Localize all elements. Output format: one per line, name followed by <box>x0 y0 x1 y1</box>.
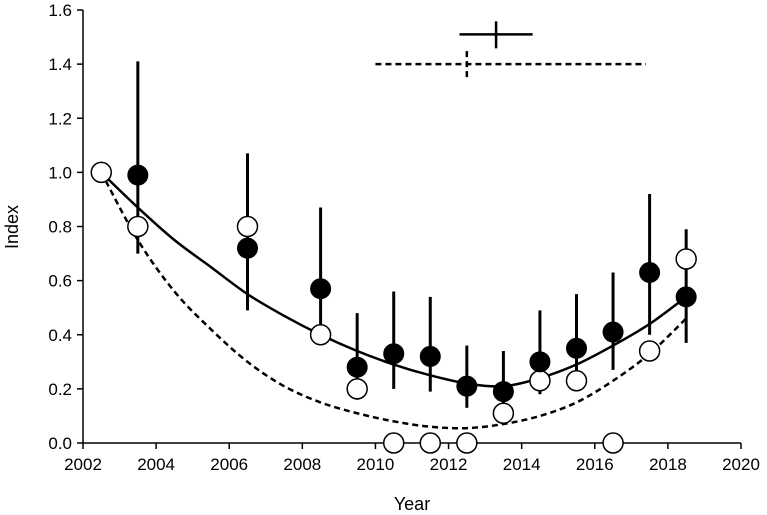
open-circle-point <box>419 432 442 454</box>
y-tick-label: 0.0 <box>48 434 72 453</box>
x-tick-label: 2006 <box>210 455 248 474</box>
plot-area: 2002 2004 2006 2008 2010 2012 2014 2016 2018 2020… <box>48 1 760 474</box>
filled-circle-point <box>310 278 332 300</box>
filled-circle-point <box>529 351 551 373</box>
y-tick-label: 1.0 <box>48 163 72 182</box>
x-tick-label: 2008 <box>283 455 321 474</box>
fitted-curve-dashed <box>100 171 688 430</box>
filled-circle-point <box>127 164 149 186</box>
x-tick-label: 2012 <box>430 455 468 474</box>
x-tick-label: 2018 <box>649 455 687 474</box>
filled-circle-point <box>346 356 368 378</box>
y-tick-label: 1.2 <box>48 109 72 128</box>
x-axis-title: Year <box>394 494 430 514</box>
x-tick-label: 2002 <box>64 455 102 474</box>
open-circle-point <box>127 215 149 238</box>
open-circle-point <box>492 402 515 424</box>
open-circle-point <box>382 432 405 454</box>
filled-circle-point <box>456 375 478 397</box>
open-circle-point <box>529 370 551 392</box>
y-tick-label: 1.4 <box>48 55 72 74</box>
filled-circle-point <box>419 345 441 367</box>
filled-circle-point <box>566 337 587 359</box>
open-circle-point <box>565 370 588 392</box>
x-tick-label: 2014 <box>503 455 541 474</box>
y-axis-title: Index <box>2 205 22 249</box>
open-circle-point <box>309 324 332 346</box>
open-circle-point <box>456 432 478 454</box>
open-circle-point <box>236 215 259 238</box>
x-tick-label: 2010 <box>357 455 395 474</box>
open-circle-point <box>675 248 697 270</box>
filled-circle-point <box>675 286 697 308</box>
y-tick-label: 1.6 <box>48 1 72 20</box>
filled-circle-point <box>492 381 514 403</box>
y-tick-label: 0.6 <box>48 272 72 291</box>
open-circle-point <box>346 378 368 400</box>
filled-circle-point <box>602 321 624 343</box>
y-tick-label: 0.4 <box>48 326 72 345</box>
x-tick-label: 2004 <box>137 455 175 474</box>
x-tick-label: 2016 <box>576 455 614 474</box>
open-circle-point <box>90 161 113 184</box>
open-circle-point <box>602 432 624 454</box>
x-tick-label: 2020 <box>722 455 760 474</box>
filled-circle-point <box>639 262 661 284</box>
y-tick-label: 0.8 <box>48 218 72 237</box>
y-tick-label: 0.2 <box>48 380 72 399</box>
filled-circle-point <box>383 343 405 365</box>
filled-circle-point <box>237 237 258 259</box>
open-circle-point <box>638 340 661 362</box>
